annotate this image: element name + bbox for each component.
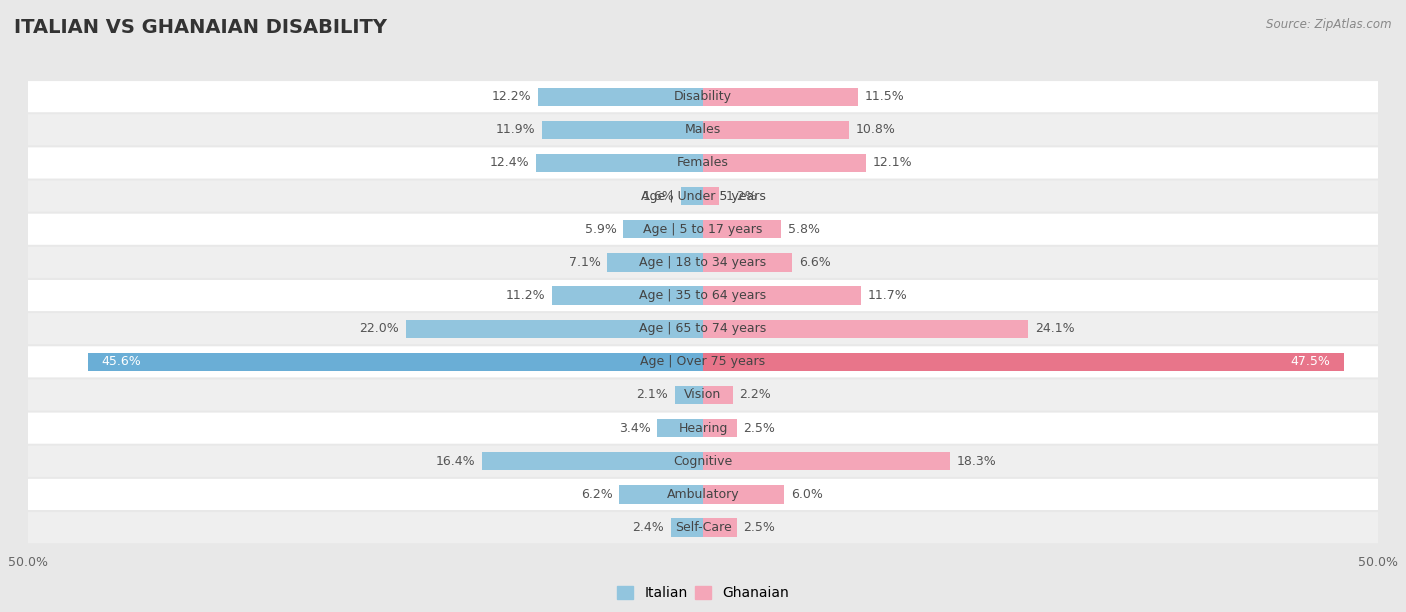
Bar: [682, 187, 703, 205]
Text: Age | Over 75 years: Age | Over 75 years: [641, 356, 765, 368]
Text: 2.5%: 2.5%: [744, 521, 775, 534]
Text: 2.4%: 2.4%: [633, 521, 664, 534]
Text: 1.2%: 1.2%: [725, 190, 758, 203]
Bar: [703, 286, 860, 305]
FancyBboxPatch shape: [28, 81, 1378, 112]
Text: 12.1%: 12.1%: [873, 157, 912, 170]
Text: 16.4%: 16.4%: [436, 455, 475, 468]
Text: Age | 65 to 74 years: Age | 65 to 74 years: [640, 322, 766, 335]
FancyBboxPatch shape: [28, 114, 1378, 146]
Bar: [703, 187, 720, 205]
Bar: [703, 353, 1344, 371]
FancyBboxPatch shape: [28, 479, 1378, 510]
Bar: [703, 121, 849, 139]
Text: 22.0%: 22.0%: [360, 322, 399, 335]
Text: Source: ZipAtlas.com: Source: ZipAtlas.com: [1267, 18, 1392, 31]
FancyBboxPatch shape: [28, 147, 1378, 179]
Bar: [703, 485, 785, 504]
FancyBboxPatch shape: [28, 412, 1378, 444]
Text: 11.7%: 11.7%: [868, 289, 907, 302]
Bar: [671, 518, 703, 537]
Bar: [703, 386, 733, 404]
FancyBboxPatch shape: [28, 446, 1378, 477]
Bar: [538, 88, 703, 106]
Bar: [703, 319, 1028, 338]
Bar: [543, 121, 703, 139]
Bar: [657, 419, 703, 437]
Text: 18.3%: 18.3%: [956, 455, 997, 468]
Text: 7.1%: 7.1%: [568, 256, 600, 269]
Legend: Italian, Ghanaian: Italian, Ghanaian: [612, 581, 794, 606]
Text: 2.2%: 2.2%: [740, 389, 772, 401]
Bar: [623, 220, 703, 238]
Bar: [536, 154, 703, 172]
Text: 2.1%: 2.1%: [636, 389, 668, 401]
Text: Age | 35 to 64 years: Age | 35 to 64 years: [640, 289, 766, 302]
FancyBboxPatch shape: [28, 280, 1378, 311]
Text: 5.9%: 5.9%: [585, 223, 617, 236]
Bar: [703, 88, 858, 106]
Text: Vision: Vision: [685, 389, 721, 401]
Text: 45.6%: 45.6%: [101, 356, 141, 368]
Text: 5.8%: 5.8%: [787, 223, 820, 236]
Text: 24.1%: 24.1%: [1035, 322, 1074, 335]
Text: 6.0%: 6.0%: [790, 488, 823, 501]
Text: 3.4%: 3.4%: [619, 422, 651, 435]
Text: 2.5%: 2.5%: [744, 422, 775, 435]
Text: 6.6%: 6.6%: [799, 256, 831, 269]
FancyBboxPatch shape: [28, 512, 1378, 543]
Bar: [703, 253, 792, 272]
Text: 11.5%: 11.5%: [865, 90, 904, 103]
Text: Males: Males: [685, 123, 721, 136]
Text: Self-Care: Self-Care: [675, 521, 731, 534]
Bar: [406, 319, 703, 338]
Text: 10.8%: 10.8%: [855, 123, 896, 136]
Bar: [619, 485, 703, 504]
FancyBboxPatch shape: [28, 346, 1378, 378]
Text: 6.2%: 6.2%: [581, 488, 613, 501]
FancyBboxPatch shape: [28, 214, 1378, 245]
Text: 12.2%: 12.2%: [492, 90, 531, 103]
Bar: [607, 253, 703, 272]
Bar: [703, 220, 782, 238]
Bar: [551, 286, 703, 305]
Text: Disability: Disability: [673, 90, 733, 103]
Bar: [703, 154, 866, 172]
Bar: [703, 452, 950, 471]
Text: Ambulatory: Ambulatory: [666, 488, 740, 501]
Bar: [675, 386, 703, 404]
Text: 11.9%: 11.9%: [496, 123, 536, 136]
Bar: [703, 419, 737, 437]
Text: Age | 5 to 17 years: Age | 5 to 17 years: [644, 223, 762, 236]
Text: Hearing: Hearing: [678, 422, 728, 435]
Text: 1.6%: 1.6%: [643, 190, 675, 203]
Bar: [87, 353, 703, 371]
Text: Age | Under 5 years: Age | Under 5 years: [641, 190, 765, 203]
FancyBboxPatch shape: [28, 247, 1378, 278]
Text: Females: Females: [678, 157, 728, 170]
Text: 12.4%: 12.4%: [489, 157, 529, 170]
Text: 47.5%: 47.5%: [1291, 356, 1330, 368]
FancyBboxPatch shape: [28, 313, 1378, 345]
Text: 11.2%: 11.2%: [505, 289, 546, 302]
Text: Age | 18 to 34 years: Age | 18 to 34 years: [640, 256, 766, 269]
Bar: [482, 452, 703, 471]
Text: Cognitive: Cognitive: [673, 455, 733, 468]
FancyBboxPatch shape: [28, 181, 1378, 212]
Bar: [703, 518, 737, 537]
FancyBboxPatch shape: [28, 379, 1378, 411]
Text: ITALIAN VS GHANAIAN DISABILITY: ITALIAN VS GHANAIAN DISABILITY: [14, 18, 387, 37]
